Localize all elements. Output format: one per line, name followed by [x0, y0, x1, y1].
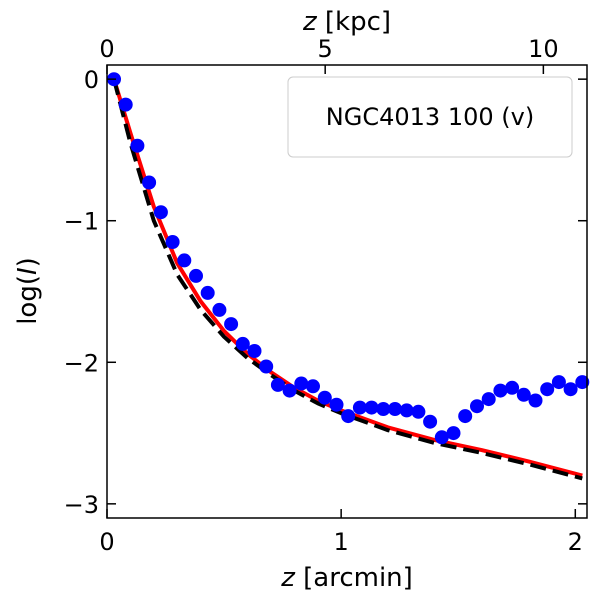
data-point — [130, 138, 145, 153]
data-point — [528, 393, 543, 408]
data-points — [107, 72, 590, 445]
y-tick-label: 0 — [84, 66, 99, 94]
data-point — [388, 402, 402, 416]
data-point — [118, 97, 133, 112]
y-tick-label: −3 — [64, 491, 99, 519]
data-point — [317, 390, 332, 405]
data-point — [200, 285, 215, 300]
data-point — [282, 383, 297, 398]
data-point — [399, 403, 414, 418]
data-point — [270, 377, 285, 392]
data-point — [493, 383, 508, 398]
x-axis-unit: [arcmin] — [295, 563, 413, 593]
data-point — [423, 414, 438, 429]
top-axis-var: z — [302, 7, 318, 37]
data-point — [177, 253, 192, 268]
y-axis-prefix: log( — [13, 275, 43, 325]
legend-label: NGC4013 100 (v) — [326, 103, 534, 131]
data-point — [247, 344, 262, 358]
data-point — [306, 379, 320, 394]
data-point — [364, 400, 379, 415]
x-axis-var: z — [280, 563, 296, 593]
y-axis-suffix: ) — [13, 257, 43, 267]
data-point — [458, 409, 473, 424]
data-point — [235, 336, 250, 351]
data-point — [341, 409, 356, 424]
top-tick-label: 10 — [528, 35, 559, 63]
x-axis-label: z [arcmin] — [280, 563, 413, 593]
plot-area — [107, 72, 590, 481]
top-tick-label: 0 — [99, 35, 114, 63]
data-point — [224, 317, 239, 332]
x-tick-label: 1 — [334, 528, 349, 556]
data-point — [411, 404, 426, 419]
data-point — [142, 175, 157, 190]
data-point — [153, 205, 168, 220]
data-point — [481, 392, 496, 407]
data-point — [563, 382, 578, 397]
y-axis-label: log(I) — [13, 257, 43, 325]
data-point — [329, 397, 344, 412]
x-tick-label: 2 — [568, 528, 583, 556]
data-point — [212, 302, 227, 317]
data-point — [505, 380, 520, 395]
top-tick-label: 5 — [318, 35, 333, 63]
data-point — [259, 359, 274, 374]
data-point — [470, 399, 484, 414]
data-point — [434, 430, 449, 445]
data-point — [540, 382, 555, 397]
data-point — [446, 426, 461, 441]
plot-frame — [106, 64, 588, 519]
x-tick-label: 0 — [99, 528, 114, 556]
data-point — [376, 402, 391, 416]
legend-box — [287, 76, 573, 158]
y-axis-var: I — [13, 267, 43, 275]
data-point — [575, 375, 590, 390]
data-point — [189, 268, 203, 283]
legend: NGC4013 100 (v) — [287, 76, 573, 158]
top-axis-label: z [kpc] — [302, 7, 391, 37]
top-axis-unit: [kpc] — [317, 7, 391, 37]
data-point — [516, 387, 531, 402]
axis-ticks: 0 1 2 0 5 10 0 −1 −2 −3 — [64, 35, 587, 556]
data-point — [551, 375, 566, 390]
y-tick-label: −2 — [64, 349, 99, 377]
data-point — [352, 400, 367, 415]
data-point — [294, 376, 309, 391]
y-tick-label: −1 — [64, 208, 99, 236]
data-point — [165, 235, 180, 249]
